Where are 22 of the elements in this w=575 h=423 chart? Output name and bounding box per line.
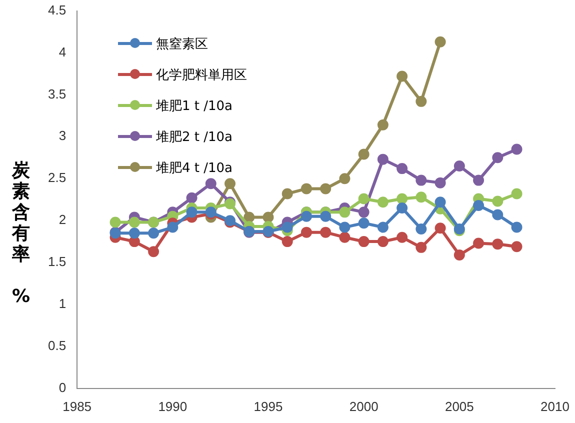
- x-tick-label: 2010: [540, 398, 570, 414]
- legend-label: 化学肥料単用区: [156, 66, 247, 84]
- y-tick-label: 0.5: [48, 338, 66, 354]
- y-tick-label: 3: [58, 128, 66, 144]
- y-tick-label: 3.5: [48, 86, 66, 102]
- x-tick-label: 2000: [349, 398, 378, 414]
- y-tick-label: 4.5: [48, 2, 66, 18]
- y-tick-label: 0: [58, 380, 66, 395]
- x-tick-label: 1995: [254, 398, 283, 414]
- x-tick-label: 1985: [62, 398, 92, 414]
- y-tick-label: 2.5: [48, 170, 66, 186]
- legend-label: 無窒素区: [156, 36, 208, 52]
- legend-label: 堆肥2 t /10a: [156, 128, 233, 146]
- x-tick-label: 2005: [444, 398, 474, 414]
- legend-label: 堆肥1 t /10a: [156, 98, 233, 114]
- y-axis-title: 炭素含有率 %: [10, 160, 32, 307]
- y-tick-label: 2: [58, 212, 66, 228]
- y-tick-label: 1.5: [48, 254, 66, 270]
- legend-label: 堆肥4 t /10a: [156, 160, 233, 176]
- y-tick-label: 1: [58, 296, 66, 312]
- x-tick-label: 1990: [158, 398, 188, 414]
- y-tick-label: 4: [58, 44, 66, 60]
